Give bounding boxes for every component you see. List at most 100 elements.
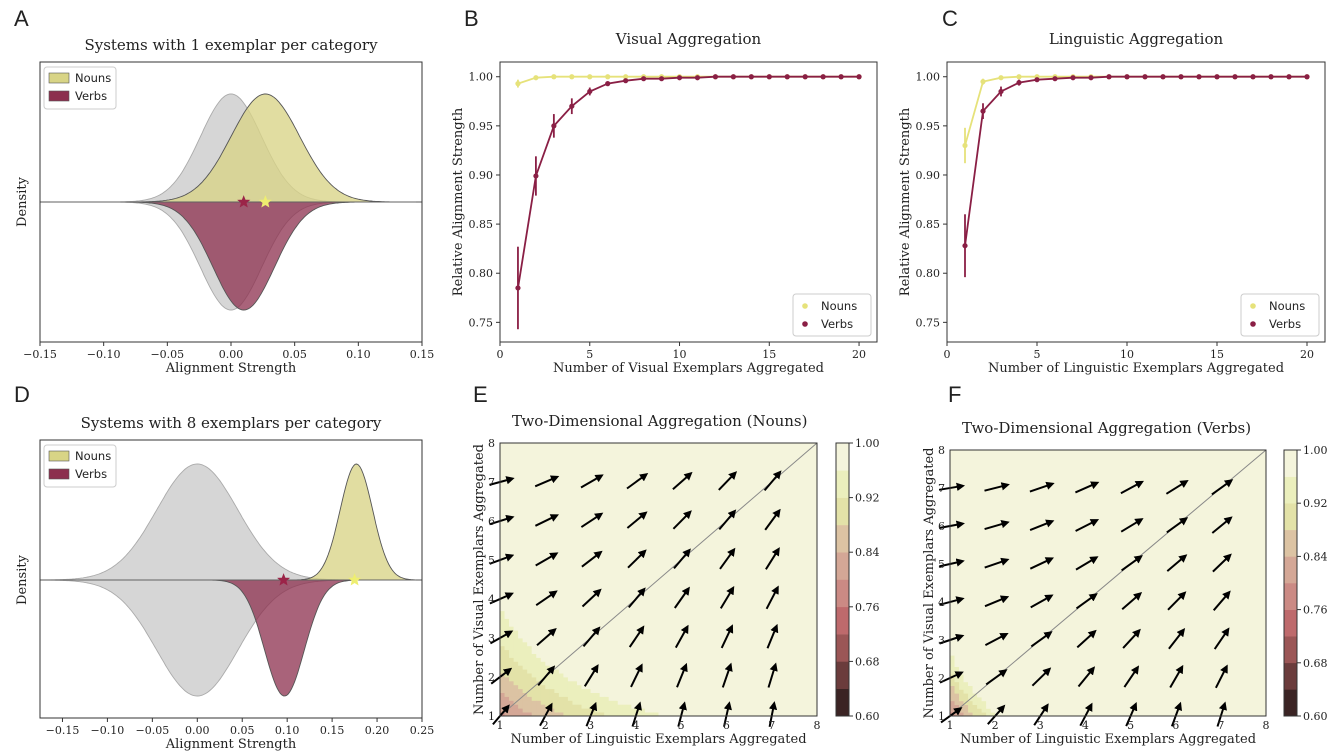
heatmap-cell [604, 556, 610, 561]
heatmap-cell [785, 450, 791, 456]
heatmap-cell [581, 552, 587, 557]
heatmap-cell [626, 665, 632, 670]
heatmap-cell [735, 591, 741, 596]
heatmap-cell [554, 458, 560, 463]
heatmap-cell [595, 509, 601, 514]
heatmap-cell [536, 700, 542, 705]
heatmap-cell [504, 602, 510, 608]
heatmap-cell [513, 540, 519, 545]
heatmap-cell [518, 610, 524, 615]
heatmap-cell [558, 669, 564, 674]
heatmap-cell [558, 485, 564, 491]
heatmap-cell [681, 509, 687, 514]
heatmap-cell [500, 575, 505, 580]
heatmap-cell [803, 599, 809, 604]
heatmap-cell [785, 567, 791, 573]
heatmap-cell [586, 700, 591, 705]
heatmap-cell [740, 528, 745, 534]
heatmap-cell [590, 692, 596, 697]
heatmap-cell [730, 657, 736, 662]
heatmap-cell [780, 497, 786, 502]
heatmap-cell [581, 524, 587, 530]
heatmap-cell [536, 493, 542, 498]
heatmap-cell [617, 501, 623, 506]
heatmap-cell [567, 602, 573, 608]
heatmap-cell [767, 692, 773, 697]
heatmap-cell [635, 509, 641, 514]
heatmap-cell [663, 645, 668, 651]
heatmap-cell [586, 501, 591, 506]
heatmap-cell [803, 509, 809, 514]
heatmap-cell [518, 630, 524, 635]
x-tick-label: −0.10 [91, 724, 125, 737]
heatmap-cell [581, 610, 587, 615]
heatmap-cell [536, 485, 542, 491]
heatmap-cell [626, 649, 632, 654]
heatmap-cell [694, 571, 700, 576]
heatmap-cell [536, 673, 542, 678]
heatmap-cell [604, 700, 610, 705]
heatmap-cell [708, 556, 714, 561]
heatmap-cell [513, 563, 519, 569]
heatmap-cell [540, 653, 546, 658]
heatmap-cell [554, 606, 560, 612]
heatmap-cell [500, 470, 505, 475]
heatmap-cell [708, 560, 714, 565]
heatmap-cell [504, 446, 510, 452]
heatmap-cell [581, 536, 587, 541]
heatmap-cell [794, 443, 800, 448]
heatmap-cell [789, 548, 795, 553]
heatmap-cell [631, 485, 637, 491]
heatmap-cell [522, 563, 528, 569]
heatmap-cell [690, 610, 696, 615]
heatmap-cell [798, 653, 804, 658]
heatmap-cell [803, 567, 809, 573]
heatmap-cell [513, 493, 519, 498]
heatmap-cell [595, 634, 601, 639]
data-point [1232, 74, 1238, 80]
heatmap-cell [567, 645, 573, 651]
heatmap-cell [626, 587, 632, 592]
heatmap-cell [545, 497, 551, 502]
heatmap-cell [667, 602, 673, 608]
heatmap-cell [558, 540, 564, 545]
heatmap-cell [563, 521, 569, 526]
heatmap-cell [545, 509, 551, 514]
heatmap-cell [776, 680, 782, 686]
heatmap-cell [545, 528, 551, 534]
heatmap-cell [626, 680, 632, 686]
heatmap-cell [740, 567, 745, 573]
heatmap-cell [803, 521, 809, 526]
heatmap-cell [712, 599, 718, 604]
heatmap-cell [558, 700, 564, 705]
heatmap-cell [789, 540, 795, 545]
heatmap-cell [558, 548, 564, 553]
heatmap-cell [699, 521, 705, 526]
heatmap-cell [703, 591, 709, 596]
heatmap-cell [672, 599, 678, 604]
heatmap-cell [504, 497, 510, 502]
heatmap-cell [500, 661, 505, 666]
heatmap-cell [794, 614, 800, 619]
heatmap-cell [504, 610, 510, 615]
heatmap-cell [590, 599, 596, 604]
heatmap-cell [649, 669, 655, 674]
heatmap-cell [676, 653, 682, 658]
x-tick-label: 10 [1120, 348, 1134, 361]
heatmap-cell [631, 618, 637, 623]
heatmap-cell [703, 575, 709, 580]
heatmap-cell [798, 443, 804, 448]
heatmap-cell [798, 595, 804, 600]
heatmap-cell [780, 524, 786, 530]
heatmap-cell [740, 517, 745, 522]
heatmap-cell [599, 450, 605, 456]
heatmap-cell [504, 653, 510, 658]
heatmap-cell [540, 614, 546, 619]
heatmap-cell [509, 466, 514, 471]
heatmap-cell [676, 470, 682, 475]
heatmap-cell [581, 634, 587, 639]
heatmap-cell [644, 630, 650, 635]
heatmap-cell [509, 563, 514, 569]
heatmap-cell [554, 680, 560, 686]
heatmap-cell [572, 657, 578, 662]
